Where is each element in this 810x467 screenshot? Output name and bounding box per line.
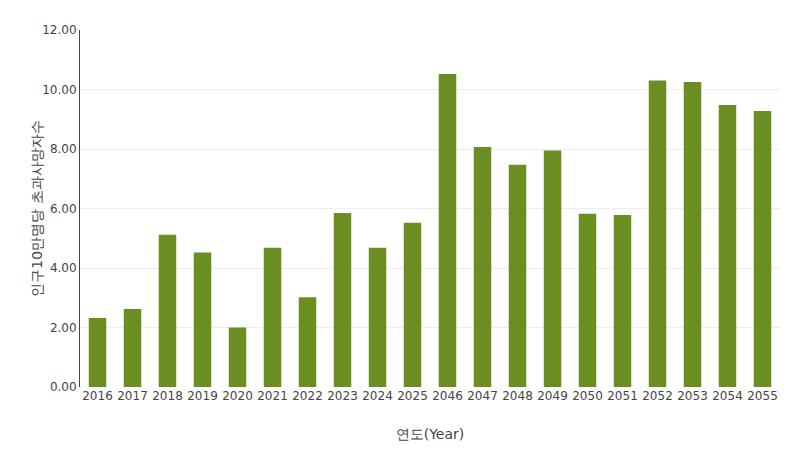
svg-text:2052: 2052 xyxy=(642,389,673,403)
svg-text:6.00: 6.00 xyxy=(50,202,77,216)
svg-text:2016: 2016 xyxy=(82,389,113,403)
svg-text:0.00: 0.00 xyxy=(50,380,77,394)
svg-text:8.00: 8.00 xyxy=(50,142,77,156)
svg-text:2020: 2020 xyxy=(222,389,253,403)
svg-text:2024: 2024 xyxy=(362,389,393,403)
svg-text:2051: 2051 xyxy=(607,389,638,403)
svg-text:2046: 2046 xyxy=(432,389,463,403)
svg-text:4.00: 4.00 xyxy=(50,261,77,275)
svg-text:2048: 2048 xyxy=(502,389,533,403)
svg-text:2017: 2017 xyxy=(117,389,148,403)
svg-text:2022: 2022 xyxy=(292,389,323,403)
svg-text:2053: 2053 xyxy=(677,389,708,403)
svg-text:2049: 2049 xyxy=(537,389,568,403)
svg-text:12.00: 12.00 xyxy=(42,23,76,37)
svg-text:2018: 2018 xyxy=(152,389,183,403)
svg-text:2023: 2023 xyxy=(327,389,358,403)
svg-text:2050: 2050 xyxy=(572,389,603,403)
svg-text:2055: 2055 xyxy=(747,389,778,403)
svg-text:2054: 2054 xyxy=(712,389,743,403)
svg-text:2025: 2025 xyxy=(397,389,428,403)
svg-text:인구10만명당 초과사망자수: 인구10만명당 초과사망자수 xyxy=(29,120,45,296)
svg-text:2019: 2019 xyxy=(187,389,218,403)
svg-text:10.00: 10.00 xyxy=(42,83,76,97)
svg-text:2047: 2047 xyxy=(467,389,498,403)
svg-text:2021: 2021 xyxy=(257,389,288,403)
svg-text:연도(Year): 연도(Year) xyxy=(396,426,465,442)
svg-text:2.00: 2.00 xyxy=(50,321,77,335)
